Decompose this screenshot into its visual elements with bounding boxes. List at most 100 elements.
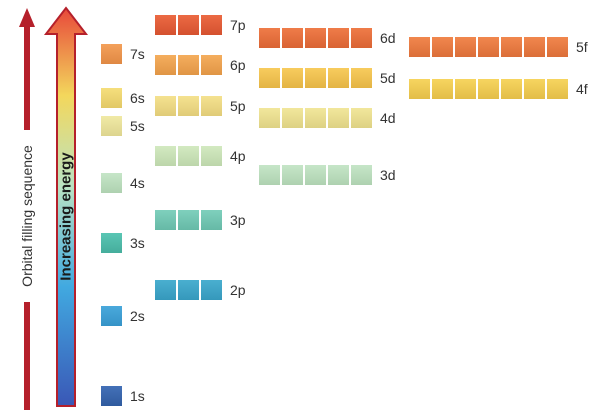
orbital-2p — [155, 280, 222, 300]
orbital-box — [305, 68, 326, 88]
orbital-label-6d: 6d — [380, 30, 396, 46]
orbital-box — [178, 15, 199, 35]
increasing-energy-label: Increasing energy — [57, 151, 75, 281]
orbital-box — [259, 68, 280, 88]
orbital-box — [305, 28, 326, 48]
orbital-box — [305, 108, 326, 128]
orbital-box — [155, 210, 176, 230]
orbital-label-3p: 3p — [230, 212, 246, 228]
orbital-label-7s: 7s — [130, 46, 145, 62]
orbital-box — [259, 165, 280, 185]
orbital-box — [547, 37, 568, 57]
orbital-box — [178, 146, 199, 166]
orbital-6p — [155, 55, 222, 75]
orbital-box — [455, 37, 476, 57]
filling-sequence-label: Orbital filling sequence — [18, 145, 35, 287]
orbital-box — [201, 280, 222, 300]
orbital-box — [259, 28, 280, 48]
orbital-label-4d: 4d — [380, 110, 396, 126]
orbital-label-6p: 6p — [230, 57, 246, 73]
orbital-label-3s: 3s — [130, 235, 145, 251]
orbital-box — [455, 79, 476, 99]
orbital-3p — [155, 210, 222, 230]
orbital-3s — [101, 233, 122, 253]
orbital-box — [101, 88, 122, 108]
orbital-1s — [101, 386, 122, 406]
orbital-4f — [409, 79, 568, 99]
orbital-5d — [259, 68, 372, 88]
orbital-label-5f: 5f — [576, 39, 588, 55]
orbital-4s — [101, 173, 122, 193]
orbital-box — [328, 108, 349, 128]
orbital-box — [282, 68, 303, 88]
orbital-box — [155, 280, 176, 300]
orbital-label-4p: 4p — [230, 148, 246, 164]
orbital-label-2s: 2s — [130, 308, 145, 324]
orbital-box — [101, 233, 122, 253]
orbital-box — [547, 79, 568, 99]
orbital-box — [432, 79, 453, 99]
orbital-box — [305, 165, 326, 185]
orbital-label-4f: 4f — [576, 81, 588, 97]
orbital-box — [351, 28, 372, 48]
orbital-box — [101, 173, 122, 193]
orbital-2s — [101, 306, 122, 326]
orbital-6d — [259, 28, 372, 48]
orbital-box — [259, 108, 280, 128]
orbital-box — [201, 55, 222, 75]
orbital-label-2p: 2p — [230, 282, 246, 298]
orbital-box — [524, 79, 545, 99]
orbital-label-5s: 5s — [130, 118, 145, 134]
orbital-7s — [101, 44, 122, 64]
orbital-box — [524, 37, 545, 57]
orbital-4d — [259, 108, 372, 128]
orbital-5f — [409, 37, 568, 57]
orbital-5s — [101, 116, 122, 136]
orbital-box — [501, 37, 522, 57]
orbital-3d — [259, 165, 372, 185]
orbital-box — [478, 79, 499, 99]
orbital-4p — [155, 146, 222, 166]
orbital-box — [282, 165, 303, 185]
orbital-box — [101, 44, 122, 64]
orbital-box — [101, 306, 122, 326]
orbital-box — [178, 55, 199, 75]
orbital-5p — [155, 96, 222, 116]
increasing-energy-arrow — [43, 6, 89, 407]
filling-sequence-arrow-head — [19, 8, 35, 27]
orbital-box — [501, 79, 522, 99]
orbital-box — [328, 28, 349, 48]
orbital-label-4s: 4s — [130, 175, 145, 191]
orbital-box — [155, 15, 176, 35]
orbital-label-1s: 1s — [130, 388, 145, 404]
orbital-box — [328, 68, 349, 88]
orbital-box — [478, 37, 499, 57]
orbital-label-3d: 3d — [380, 167, 396, 183]
filling-sequence-arrow — [19, 8, 35, 410]
orbital-box — [155, 55, 176, 75]
orbital-box — [155, 96, 176, 116]
orbital-box — [328, 165, 349, 185]
orbital-box — [155, 146, 176, 166]
orbital-7p — [155, 15, 222, 35]
orbital-box — [201, 146, 222, 166]
orbital-box — [282, 28, 303, 48]
orbital-box — [282, 108, 303, 128]
orbital-6s — [101, 88, 122, 108]
orbital-box — [432, 37, 453, 57]
orbital-box — [351, 165, 372, 185]
orbital-label-5d: 5d — [380, 70, 396, 86]
orbital-box — [409, 37, 430, 57]
orbital-box — [201, 210, 222, 230]
orbital-box — [351, 108, 372, 128]
orbital-label-5p: 5p — [230, 98, 246, 114]
orbital-box — [201, 96, 222, 116]
orbital-label-7p: 7p — [230, 17, 246, 33]
orbital-box — [178, 210, 199, 230]
orbital-box — [351, 68, 372, 88]
orbital-label-6s: 6s — [130, 90, 145, 106]
orbital-box — [409, 79, 430, 99]
orbital-box — [178, 96, 199, 116]
orbital-box — [201, 15, 222, 35]
